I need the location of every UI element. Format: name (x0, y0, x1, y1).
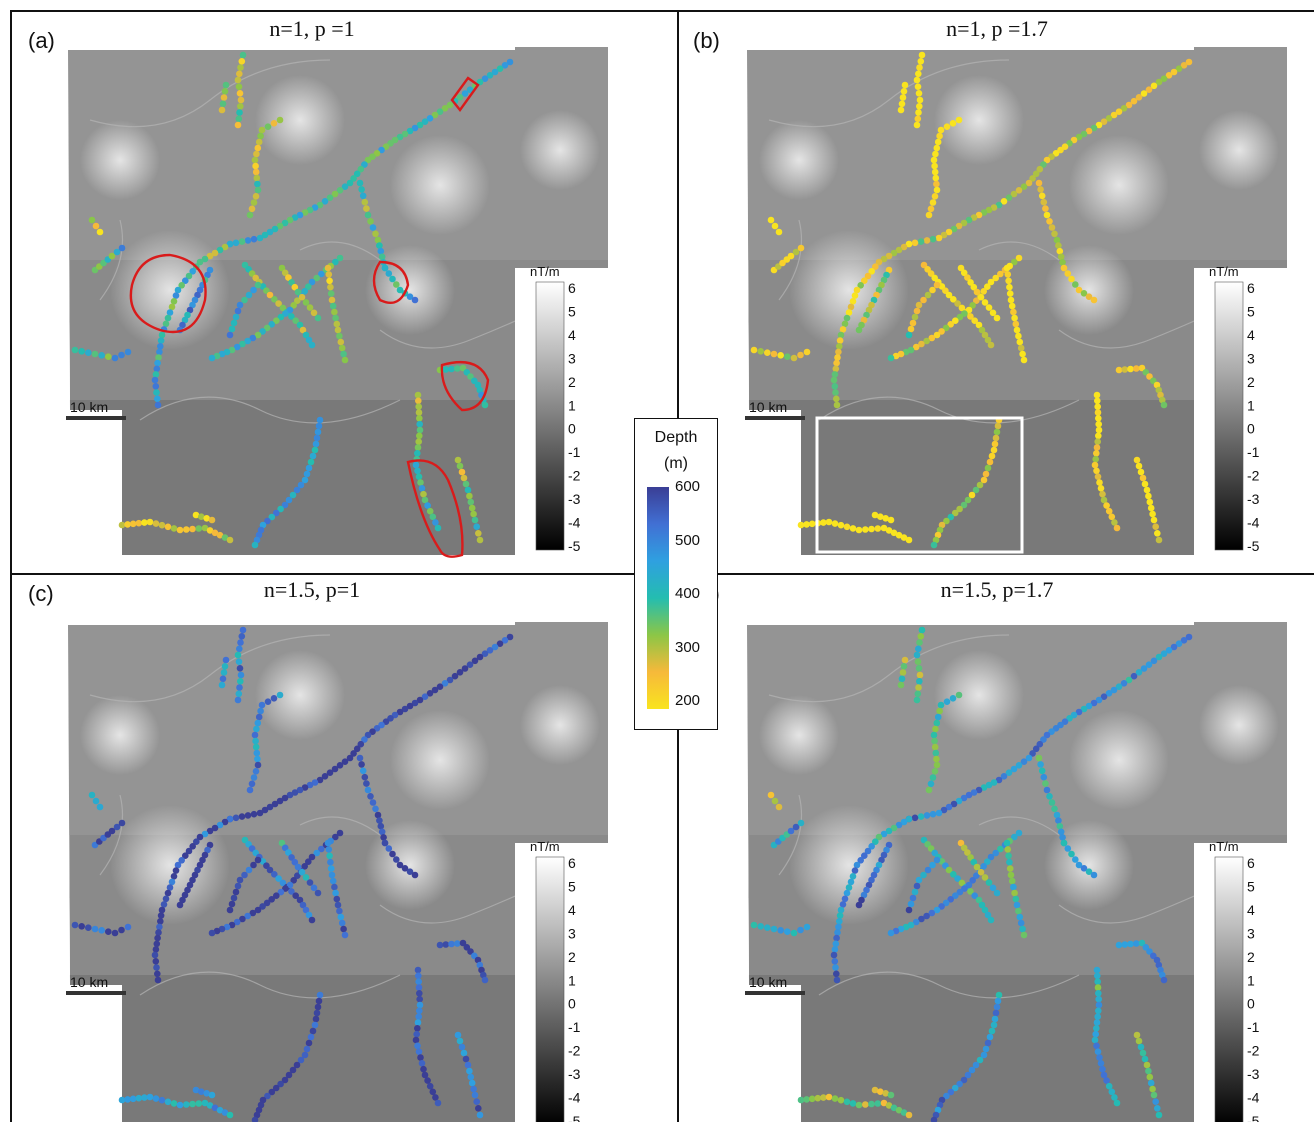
map-colorbar-tick: 0 (568, 421, 576, 437)
panel-svg: 10 km nT/m 6 5 4 3 2 1 0 -1 -2 -3 -4 -5 n=1, p =1 (a) (28, 16, 608, 558)
scale-bar-label: 10 km (749, 399, 787, 415)
panel-title: n=1.5, p=1.7 (941, 577, 1054, 602)
panel-b: 10 km nT/m 6 5 4 3 2 1 0 -1 -2 -3 -4 -5 n=1, p =1.7 (b) (657, 0, 1314, 561)
panel-a: 10 km nT/m 6 5 4 3 2 1 0 -1 -2 -3 -4 -5 n=1, p =1 (a) (0, 0, 657, 561)
depth-legend-title: Depth (654, 429, 698, 446)
map-colorbar-tick: 4 (1247, 327, 1255, 343)
map-colorbar-tick: -2 (1247, 1043, 1260, 1059)
map-colorbar-tick: 6 (1247, 280, 1255, 296)
map-colorbar-tick: -2 (568, 468, 581, 484)
scale-bar-label: 10 km (749, 974, 787, 990)
map-colorbar-tick: -1 (568, 1019, 581, 1035)
map-colorbar-tick: 1 (1247, 397, 1255, 413)
map-colorbar-tick: -4 (1247, 515, 1260, 531)
panel-title: n=1, p =1 (269, 16, 354, 41)
map-colorbar-tick: -4 (568, 1090, 581, 1106)
depth-tick-label: 300 (675, 638, 701, 656)
scale-bar-label: 10 km (70, 974, 108, 990)
map-colorbar-tick: 0 (1247, 421, 1255, 437)
panel-label: (b) (693, 28, 720, 53)
magnetic-map: 10 km (745, 47, 1287, 555)
map-colorbar-tick: 6 (568, 280, 576, 296)
frame-left (10, 10, 12, 1122)
depth-tick-label: 500 (675, 531, 701, 549)
panel-title: n=1, p =1.7 (946, 16, 1048, 41)
panel-label: (c) (28, 581, 54, 606)
map-colorbar-unit: nT/m (1209, 839, 1239, 854)
map-colorbar-tick: 5 (568, 304, 576, 320)
depth-colorbar (647, 487, 669, 709)
map-colorbar-tick: 2 (1247, 374, 1255, 390)
map-colorbar-tick: -5 (1247, 1113, 1260, 1122)
map-colorbar-tick: 3 (568, 350, 576, 366)
depth-tick-label: 600 (675, 478, 701, 495)
map-colorbar-tick: 4 (1247, 902, 1255, 918)
map-colorbar-tick: 5 (1247, 879, 1255, 895)
panel-title: n=1.5, p=1 (264, 577, 360, 602)
depth-legend-unit: (m) (664, 455, 688, 472)
map-colorbar-tick: -5 (568, 1113, 581, 1122)
map-colorbar-tick: 1 (568, 972, 576, 988)
map-colorbar-tick: 6 (1247, 855, 1255, 871)
map-colorbar-tick: 3 (1247, 350, 1255, 366)
panel-svg: 10 km nT/m 6 5 4 3 2 1 0 -1 -2 -3 -4 -5 n=1.5, p=1 (c) (28, 577, 608, 1122)
panel-label: (a) (28, 28, 55, 53)
frame-top (10, 10, 1314, 12)
map-colorbar-tick: 0 (1247, 996, 1255, 1012)
map-colorbar-tick: -4 (568, 515, 581, 531)
map-colorbar-tick: 0 (568, 996, 576, 1012)
map-colorbar-tick: 2 (568, 949, 576, 965)
map-colorbar-tick: 3 (1247, 925, 1255, 941)
map-colorbar-tick: -3 (568, 491, 581, 507)
scale-bar-label: 10 km (70, 399, 108, 415)
map-colorbar-tick: -3 (1247, 1066, 1260, 1082)
depth-tick-label: 200 (675, 692, 701, 709)
map-colorbar-tick: -1 (1247, 1019, 1260, 1035)
panel-svg: 10 km nT/m 6 5 4 3 2 1 0 -1 -2 -3 -4 -5 n=1, p =1.7 (b) (693, 16, 1287, 555)
map-colorbar-tick: 1 (1247, 972, 1255, 988)
map-colorbar-tick: 4 (568, 327, 576, 343)
magnetic-map: 10 km (66, 622, 608, 1122)
map-colorbar (535, 856, 565, 1122)
map-colorbar-tick: 4 (568, 902, 576, 918)
map-colorbar-tick: 2 (1247, 949, 1255, 965)
map-colorbar-tick: 6 (568, 855, 576, 871)
map-colorbar-unit: nT/m (530, 839, 560, 854)
map-colorbar (1214, 856, 1244, 1122)
map-colorbar-tick: -2 (568, 1043, 581, 1059)
map-colorbar-tick: -1 (1247, 444, 1260, 460)
magnetic-map: 10 km (745, 622, 1287, 1122)
map-colorbar-unit: nT/m (1209, 264, 1239, 279)
map-colorbar-tick: -4 (1247, 1090, 1260, 1106)
map-colorbar-unit: nT/m (530, 264, 560, 279)
map-colorbar-tick: -3 (568, 1066, 581, 1082)
magnetic-map: 10 km (66, 47, 608, 558)
map-colorbar-tick: 3 (568, 925, 576, 941)
map-colorbar-tick: 2 (568, 374, 576, 390)
map-colorbar-tick: -2 (1247, 468, 1260, 484)
map-colorbar-tick: -5 (1247, 538, 1260, 554)
map-colorbar-tick: -1 (568, 444, 581, 460)
map-colorbar-tick: -5 (568, 538, 581, 554)
map-colorbar-tick: 1 (568, 397, 576, 413)
panel-c: 10 km nT/m 6 5 4 3 2 1 0 -1 -2 -3 -4 -5 n=1.5, p=1 (c) (0, 561, 657, 1122)
depth-tick-label: 400 (675, 585, 701, 602)
map-colorbar (1214, 281, 1244, 551)
map-colorbar-tick: 5 (568, 879, 576, 895)
map-colorbar-tick: -3 (1247, 491, 1260, 507)
map-colorbar-tick: 5 (1247, 304, 1255, 320)
depth-legend: Depth (m) 600 500 400 300 200 (634, 418, 718, 730)
map-colorbar (535, 281, 565, 551)
